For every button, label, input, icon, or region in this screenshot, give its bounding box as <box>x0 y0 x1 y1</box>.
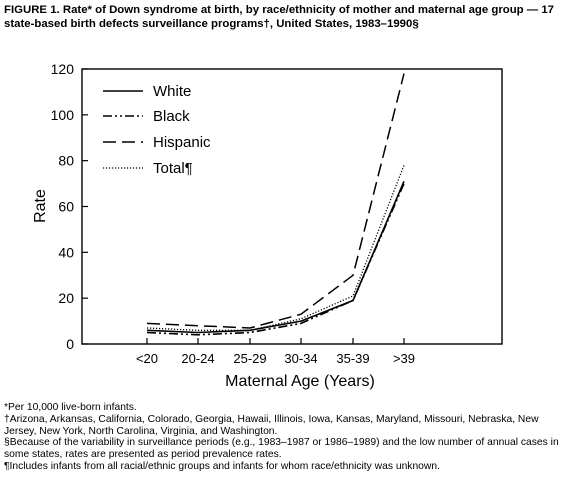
x-tick-label: 35-39 <box>336 351 369 366</box>
legend-label: White <box>153 83 191 100</box>
legend-label: Hispanic <box>153 134 211 151</box>
series-line-black <box>146 183 405 336</box>
footnotes: *Per 10,000 live-born infants. †Arizona,… <box>4 402 560 473</box>
x-tick-label: <20 <box>136 351 158 366</box>
series-lines <box>146 73 405 336</box>
y-tick-label: 20 <box>58 290 74 306</box>
y-tick-label: 0 <box>66 336 74 352</box>
y-axis-label: Rate <box>32 189 49 223</box>
y-axis: 0 20 40 60 80 100 120 <box>51 61 88 352</box>
series-line-white <box>146 180 405 334</box>
footnote-total: ¶Includes infants from all racial/ethnic… <box>4 460 440 472</box>
line-chart: 0 20 40 60 80 100 120 <20 20-24 25-29 30-34 35-39 >… <box>32 61 503 390</box>
x-axis-label: Maternal Age (Years) <box>225 373 375 390</box>
series-line-hispanic <box>146 73 405 329</box>
x-tick-label: 20-24 <box>181 351 214 366</box>
footnote-states: †Arizona, Arkansas, California, Colorado… <box>4 413 539 437</box>
footnote-per-10000: *Per 10,000 live-born infants. <box>4 402 137 413</box>
legend: White Black Hispanic Total¶ <box>103 83 211 177</box>
y-tick-label: 120 <box>51 61 75 77</box>
y-tick-label: 80 <box>58 153 74 169</box>
figure-title: FIGURE 1. Rate* of Down syndrome at birt… <box>4 4 555 30</box>
plot-frame <box>81 68 503 345</box>
x-axis: <20 20-24 25-29 30-34 35-39 >39 <box>136 338 415 366</box>
x-tick-label: 30-34 <box>284 351 317 366</box>
y-tick-label: 100 <box>51 107 75 123</box>
y-tick-label: 40 <box>58 244 74 260</box>
y-tick-label: 60 <box>58 199 74 215</box>
footnote-surveillance-periods: §Because of the variability in surveilla… <box>4 437 559 461</box>
series-line-total <box>146 165 405 331</box>
legend-label: Total¶ <box>153 160 193 177</box>
legend-label: Black <box>153 108 190 125</box>
x-tick-label: >39 <box>393 351 415 366</box>
x-tick-label: 25-29 <box>233 351 266 366</box>
